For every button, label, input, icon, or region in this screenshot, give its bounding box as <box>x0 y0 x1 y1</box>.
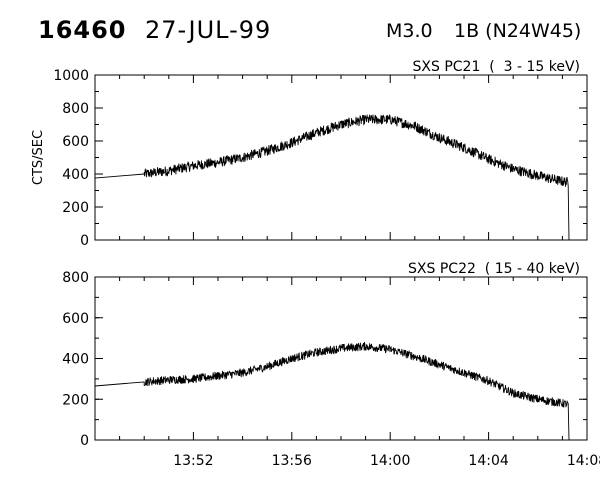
data-series-line <box>94 114 570 241</box>
event-number: 16460 <box>38 16 127 44</box>
y-tick-label: 0 <box>80 433 89 449</box>
y-tick-label: 800 <box>62 270 89 286</box>
x-tick-label: 14:08 <box>567 453 600 469</box>
panel-1: 0 200 400 600 800 1000 SXS PC21 ( 3 - 15 keV) C… <box>31 59 588 249</box>
y-tick-label: 600 <box>62 134 89 150</box>
y-tick-label: 400 <box>62 352 89 368</box>
panel-title: SXS PC21 ( 3 - 15 keV) <box>413 59 581 75</box>
x-tick-label: 14:00 <box>370 453 410 469</box>
panel-title: SXS PC22 ( 15 - 40 keV) <box>408 261 580 277</box>
y-tick-label: 1000 <box>53 68 89 84</box>
x-tick-label: 14:04 <box>468 453 508 469</box>
y-tick-label: 400 <box>62 167 89 183</box>
panel-2: 0 200 400 600 800 13:52 13:56 14:00 14:04 14:08 SX… <box>62 261 600 469</box>
data-series-line <box>94 341 570 441</box>
y-tick-label: 0 <box>80 233 89 249</box>
flare-optical: 1B (N24W45) <box>454 20 582 42</box>
plot-frame <box>94 276 588 441</box>
x-tick-label: 13:52 <box>173 453 213 469</box>
y-tick-label: 200 <box>62 392 89 408</box>
event-date: 27-JUL-99 <box>145 16 272 44</box>
plot-frame <box>94 74 588 241</box>
y-tick-label: 200 <box>62 200 89 216</box>
header: 16460 27-JUL-99 M3.0 1B (N24W45) <box>0 0 600 60</box>
y-tick-label: 800 <box>62 101 89 117</box>
y-axis-label: CTS/SEC <box>31 130 46 185</box>
x-tick-label: 13:56 <box>272 453 312 469</box>
flare-class: M3.0 <box>386 20 433 42</box>
y-tick-label: 600 <box>62 311 89 327</box>
